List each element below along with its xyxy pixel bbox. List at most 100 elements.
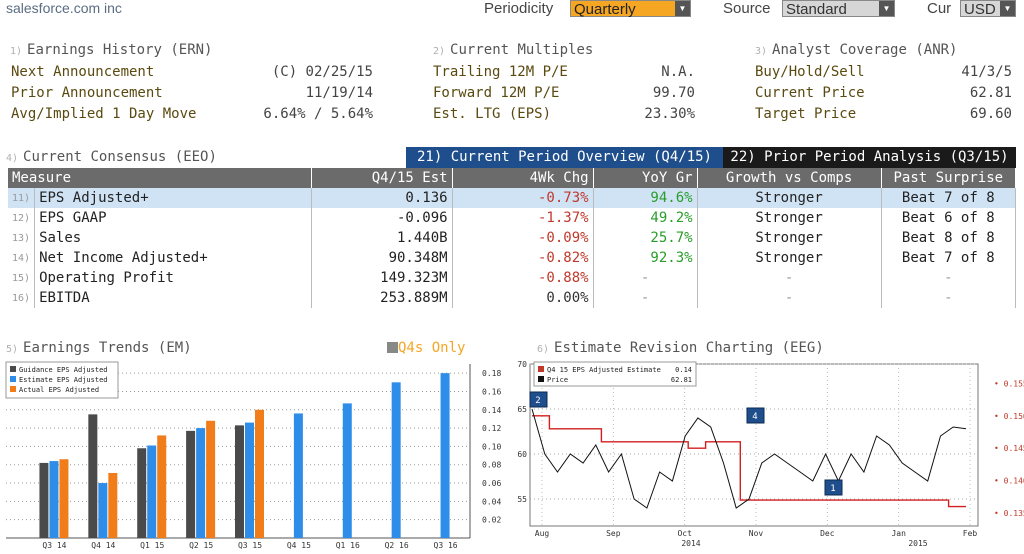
- x-tick-label: Q1 15: [140, 541, 164, 550]
- forward-pe-value: 99.70: [652, 85, 695, 101]
- yoy-cell: 49.2%: [593, 208, 698, 228]
- bar: [255, 409, 264, 538]
- x-tick-label: Jan: [891, 529, 906, 538]
- table-header-row: Measure Q4/15 Est 4Wk Chg YoY Gr Growth …: [8, 168, 1017, 188]
- col-measure[interactable]: Measure: [8, 168, 312, 188]
- bar: [157, 435, 167, 538]
- panel-number: 4): [6, 153, 19, 164]
- panel-title-text: Earnings History (ERN): [27, 42, 213, 58]
- bar: [245, 422, 254, 538]
- x-tick-label: Q2 16: [385, 541, 409, 550]
- event-marker-box: [746, 407, 765, 424]
- col-est[interactable]: Q4/15 Est: [311, 168, 453, 188]
- legend-label: Estimate EPS Adjusted: [19, 376, 108, 384]
- row-number: 13): [8, 228, 36, 248]
- day-move-value: 6.64% / 5.64%: [263, 106, 373, 122]
- table-row[interactable]: 11) EPS Adjusted+ 0.136 -0.73% 94.6% Str…: [8, 188, 1017, 208]
- legend-label: Price: [547, 376, 568, 384]
- x-tick-label: Q1 16: [336, 541, 360, 550]
- day-move-label: Avg/Implied 1 Day Move: [11, 106, 197, 122]
- measure-cell: EBITDA: [34, 288, 312, 308]
- growth-cell: Stronger: [697, 248, 882, 268]
- y-tick-label: 70: [517, 360, 527, 369]
- y2-tick-label: • 0.135: [994, 509, 1024, 518]
- current-price-value: 62.81: [969, 85, 1012, 101]
- bar: [39, 462, 49, 538]
- col-past-surprise[interactable]: Past Surprise: [881, 168, 1017, 188]
- measure-cell: EPS GAAP: [34, 208, 312, 228]
- buy-hold-sell-value: 41/3/5: [961, 64, 1012, 80]
- row-number: 16): [8, 288, 36, 308]
- table-row[interactable]: 13) Sales 1.440B -0.09% 25.7% Stronger B…: [8, 228, 1017, 248]
- event-marker-label: 4: [752, 412, 757, 422]
- chart-legend: Guidance EPS Adjusted Estimate EPS Adjust…: [5, 361, 119, 399]
- legend-label: Actual EPS Adjusted: [19, 386, 99, 394]
- tab-current-period[interactable]: 21) Current Period Overview (Q4/15): [406, 147, 723, 168]
- x-tick-label: Q3 15: [238, 541, 262, 550]
- estimate-revision-title[interactable]: 6) Estimate Revision Charting (EEG): [537, 340, 824, 356]
- source-dropdown[interactable]: Standard ▼: [782, 0, 895, 18]
- chg-cell: -0.88%: [452, 268, 594, 288]
- legend-label: Guidance EPS Adjusted: [19, 366, 108, 374]
- panel-title-text: Current Multiples: [450, 42, 594, 58]
- x-tick-label: Feb: [963, 529, 978, 538]
- col-4wk-chg[interactable]: 4Wk Chg: [452, 168, 594, 188]
- bar: [196, 428, 206, 538]
- bar: [98, 483, 108, 538]
- bar: [137, 448, 147, 538]
- yoy-cell: -: [593, 268, 698, 288]
- x-tick-label: Q4 15: [287, 541, 311, 550]
- earnings-trends-title[interactable]: 5) Earnings Trends (EM): [6, 340, 192, 356]
- q4s-only-label: Q4s Only: [398, 340, 466, 356]
- table-row[interactable]: 14) Net Income Adjusted+ 90.348M -0.82% …: [8, 248, 1017, 268]
- panel-number: 5): [6, 344, 19, 355]
- analyst-coverage-title[interactable]: 3) Analyst Coverage (ANR): [755, 42, 957, 58]
- y-tick-label: 60: [517, 450, 527, 459]
- checkbox-icon: [387, 342, 398, 353]
- table-row[interactable]: 12) EPS GAAP -0.096 -1.37% 49.2% Stronge…: [8, 208, 1017, 228]
- current-multiples-title[interactable]: 2) Current Multiples: [433, 42, 593, 58]
- periodicity-value: Quarterly: [574, 1, 636, 18]
- growth-cell: Stronger: [697, 208, 882, 228]
- bar: [440, 373, 450, 538]
- y2-tick-label: • 0.150: [994, 412, 1024, 421]
- table-row[interactable]: 16) EBITDA 253.889M 0.00% - - -: [8, 288, 1017, 308]
- surprise-cell: Beat 8 of 8: [881, 228, 1017, 248]
- est-ltg-label: Est. LTG (EPS): [433, 106, 552, 122]
- est-cell: 0.136: [311, 188, 453, 208]
- estimate-line: [532, 415, 966, 508]
- periodicity-dropdown[interactable]: Quarterly ▼: [570, 0, 691, 18]
- row-number: 14): [8, 248, 36, 268]
- chg-cell: -0.09%: [452, 228, 594, 248]
- consensus-table: Measure Q4/15 Est 4Wk Chg YoY Gr Growth …: [8, 168, 1017, 308]
- current-consensus-title[interactable]: 4) Current Consensus (EEO): [6, 149, 217, 165]
- q4s-only-toggle[interactable]: Q4s Only: [387, 340, 465, 356]
- legend-value: 0.14: [675, 366, 692, 374]
- chevron-down-icon: ▼: [879, 1, 894, 16]
- chg-cell: -0.82%: [452, 248, 594, 268]
- event-marker: 2: [529, 391, 548, 408]
- source-label: Source: [723, 0, 771, 17]
- year-label: 2015: [908, 539, 927, 548]
- target-price-label: Target Price: [755, 106, 857, 122]
- y2-tick-label: • 0.145: [994, 444, 1024, 453]
- col-yoy-gr[interactable]: YoY Gr: [593, 168, 698, 188]
- earnings-history-title[interactable]: 1) Earnings History (ERN): [10, 42, 212, 58]
- cur-label: Cur: [927, 0, 952, 17]
- row-number: 15): [8, 268, 36, 288]
- y2-tick-label: • 0.155: [994, 379, 1024, 388]
- earnings-trends-chart: 0.02 0.04 0.06 0.08 0.10 0.12 0.14 0.16 0.18 Q3 1…: [5, 361, 501, 550]
- y-tick-label: 0.14: [482, 406, 501, 415]
- surprise-cell: -: [881, 268, 1017, 288]
- growth-cell: -: [697, 288, 882, 308]
- tab-prior-period[interactable]: 22) Prior Period Analysis (Q3/15): [723, 147, 1016, 168]
- event-marker-label: 1: [830, 484, 835, 494]
- table-row[interactable]: 15) Operating Profit 149.323M -0.88% - -…: [8, 268, 1017, 288]
- col-growth-vs-comps[interactable]: Growth vs Comps: [697, 168, 882, 188]
- legend-box: [5, 361, 119, 399]
- y-tick-label: 0.06: [482, 479, 501, 488]
- growth-cell: -: [697, 268, 882, 288]
- x-tick-label: Q2 15: [189, 541, 213, 550]
- currency-dropdown[interactable]: USD ▼: [960, 0, 1016, 18]
- prior-announcement-value: 11/19/14: [305, 85, 373, 101]
